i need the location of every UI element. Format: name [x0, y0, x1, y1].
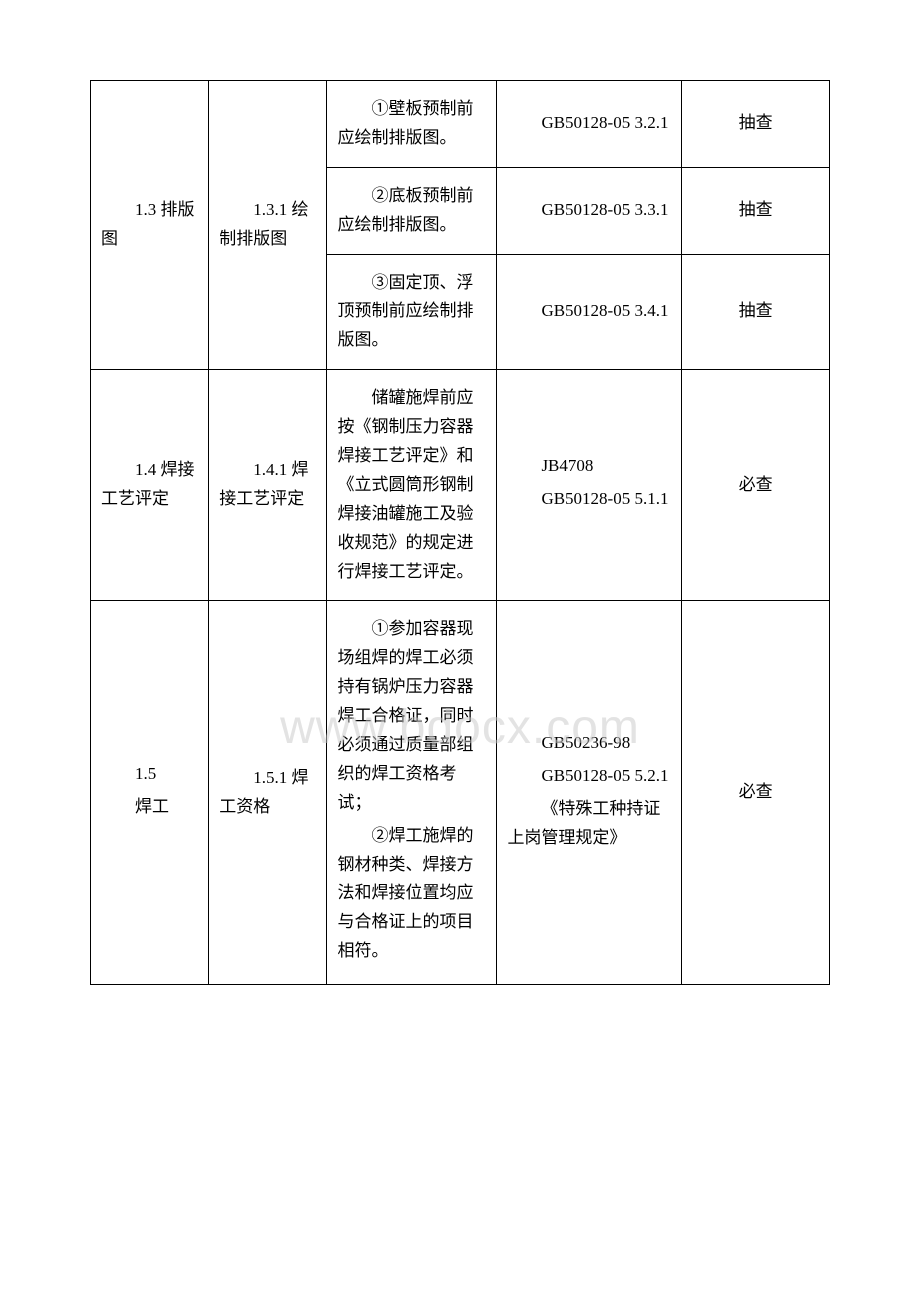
cell-text: 抽查: [739, 200, 773, 219]
table-row: 1.4 焊接工艺评定 1.4.1 焊接工艺评定 储罐施焊前应按《钢制压力容器焊接…: [91, 370, 830, 601]
cell-text: GB50236-98: [507, 729, 671, 758]
cell-text: 储罐施焊前应按《钢制压力容器焊接工艺评定》和《立式圆筒形钢制焊接油罐施工及验收规…: [337, 384, 486, 586]
cell-section: 1.5 焊工: [91, 601, 209, 985]
cell-subsection: 1.3.1 绘制排版图: [209, 81, 327, 370]
cell-check-type: 必查: [682, 370, 830, 601]
cell-text: 1.3 排版图: [101, 196, 198, 254]
cell-text: 必查: [739, 782, 773, 801]
cell-text: 抽查: [739, 113, 773, 132]
cell-text: 焊工: [101, 793, 198, 822]
cell-check-type: 抽查: [682, 167, 830, 254]
cell-text: 1.3.1 绘制排版图: [219, 196, 316, 254]
cell-text: 1.5: [101, 760, 198, 789]
cell-description: ②底板预制前应绘制排版图。: [327, 167, 497, 254]
cell-text: JB4708: [507, 452, 671, 481]
cell-section: 1.4 焊接工艺评定: [91, 370, 209, 601]
cell-reference: GB50128-05 3.3.1: [497, 167, 682, 254]
cell-reference: GB50236-98 GB50128-05 5.2.1 《特殊工种持证上岗管理规…: [497, 601, 682, 985]
cell-text: 抽查: [739, 301, 773, 320]
cell-reference: JB4708 GB50128-05 5.1.1: [497, 370, 682, 601]
table-row: 1.5 焊工 1.5.1 焊工资格 ①参加容器现场组焊的焊工必须持有锅炉压力容器…: [91, 601, 830, 985]
cell-text: ②焊工施焊的钢材种类、焊接方法和焊接位置均应与合格证上的项目相符。: [337, 822, 486, 966]
cell-text: GB50128-05 3.4.1: [507, 297, 671, 326]
cell-subsection: 1.4.1 焊接工艺评定: [209, 370, 327, 601]
cell-reference: GB50128-05 3.4.1: [497, 254, 682, 370]
cell-text: 必查: [739, 475, 773, 494]
cell-text: ③固定顶、浮顶预制前应绘制排版图。: [337, 269, 486, 356]
cell-text: 1.5.1 焊工资格: [219, 764, 316, 822]
cell-description: ①参加容器现场组焊的焊工必须持有锅炉压力容器焊工合格证，同时必须通过质量部组织的…: [327, 601, 497, 985]
cell-text: 《特殊工种持证上岗管理规定》: [507, 795, 671, 853]
document-container: www.bdocx.com 1.3 排版图 1.3.1 绘制排版图 ①壁板预制前…: [90, 80, 830, 985]
cell-check-type: 必查: [682, 601, 830, 985]
cell-text: 1.4.1 焊接工艺评定: [219, 456, 316, 514]
cell-text: GB50128-05 5.1.1: [507, 485, 671, 514]
cell-description: 储罐施焊前应按《钢制压力容器焊接工艺评定》和《立式圆筒形钢制焊接油罐施工及验收规…: [327, 370, 497, 601]
cell-description: ③固定顶、浮顶预制前应绘制排版图。: [327, 254, 497, 370]
cell-text: ②底板预制前应绘制排版图。: [337, 182, 486, 240]
cell-subsection: 1.5.1 焊工资格: [209, 601, 327, 985]
cell-section: 1.3 排版图: [91, 81, 209, 370]
cell-check-type: 抽查: [682, 254, 830, 370]
cell-text: ①壁板预制前应绘制排版图。: [337, 95, 486, 153]
cell-text: GB50128-05 3.2.1: [507, 109, 671, 138]
cell-text: GB50128-05 3.3.1: [507, 196, 671, 225]
cell-description: ①壁板预制前应绘制排版图。: [327, 81, 497, 168]
cell-text: ①参加容器现场组焊的焊工必须持有锅炉压力容器焊工合格证，同时必须通过质量部组织的…: [337, 615, 486, 817]
specification-table: 1.3 排版图 1.3.1 绘制排版图 ①壁板预制前应绘制排版图。 GB5012…: [90, 80, 830, 985]
cell-text: GB50128-05 5.2.1: [507, 762, 671, 791]
cell-check-type: 抽查: [682, 81, 830, 168]
cell-text: 1.4 焊接工艺评定: [101, 456, 198, 514]
cell-reference: GB50128-05 3.2.1: [497, 81, 682, 168]
table-row: 1.3 排版图 1.3.1 绘制排版图 ①壁板预制前应绘制排版图。 GB5012…: [91, 81, 830, 168]
